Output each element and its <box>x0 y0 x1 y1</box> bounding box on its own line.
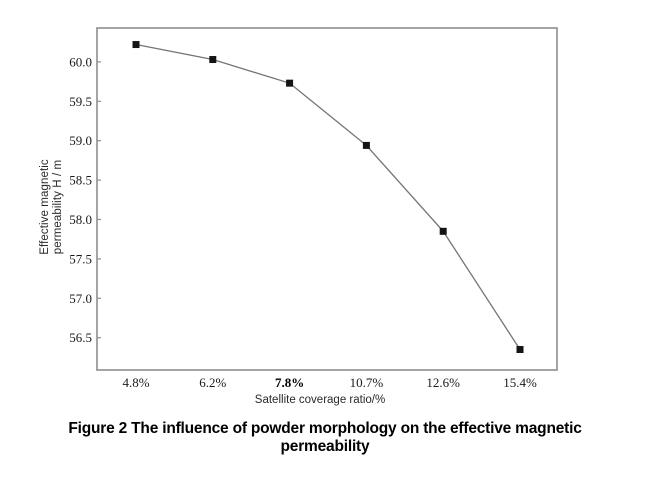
x-tick-label: 10.7% <box>350 375 384 390</box>
y-tick-label: 57.0 <box>69 291 92 306</box>
data-point-marker <box>286 79 294 87</box>
y-tick-label: 58.5 <box>69 173 92 188</box>
plot-frame <box>96 27 558 371</box>
y-tick-label: 60.0 <box>69 54 92 69</box>
series-line <box>135 43 521 350</box>
y-axis-title-line-2: permeability H / m <box>52 159 64 255</box>
x-tick-label: 12.6% <box>426 375 460 390</box>
y-tick-label: 56.5 <box>69 330 92 345</box>
figure-caption: Figure 2 The influence of powder morphol… <box>0 420 650 455</box>
y-tick-label: 59.5 <box>69 94 92 109</box>
y-axis-title: Effective magnetic permeability H / m <box>39 96 65 318</box>
caption-line-1: Figure 2 The influence of powder morphol… <box>68 420 582 437</box>
x-tick-label: 15.4% <box>503 375 537 390</box>
data-point-marker <box>362 141 370 149</box>
data-point-marker <box>516 346 524 354</box>
y-tick-label: 58.0 <box>69 212 92 227</box>
line-chart: 60.0 59.5 59.0 58.5 58.0 57.5 57.0 56.5 4.8% 6.2%… <box>69 27 558 390</box>
x-axis-title: Satellite coverage ratio/% <box>254 394 386 406</box>
y-axis-title-line-1: Effective magnetic <box>39 159 51 255</box>
x-tick-label: 7.8% <box>275 375 304 390</box>
caption-line-2: permeability <box>280 437 370 455</box>
data-point-marker <box>439 227 447 235</box>
y-tick-label: 57.5 <box>69 251 92 266</box>
y-tick-label: 59.0 <box>69 133 92 148</box>
x-tick-label: 6.2% <box>199 375 226 390</box>
data-point-marker <box>132 41 140 49</box>
data-point-marker <box>209 56 217 64</box>
x-tick-label: 4.8% <box>122 375 149 390</box>
